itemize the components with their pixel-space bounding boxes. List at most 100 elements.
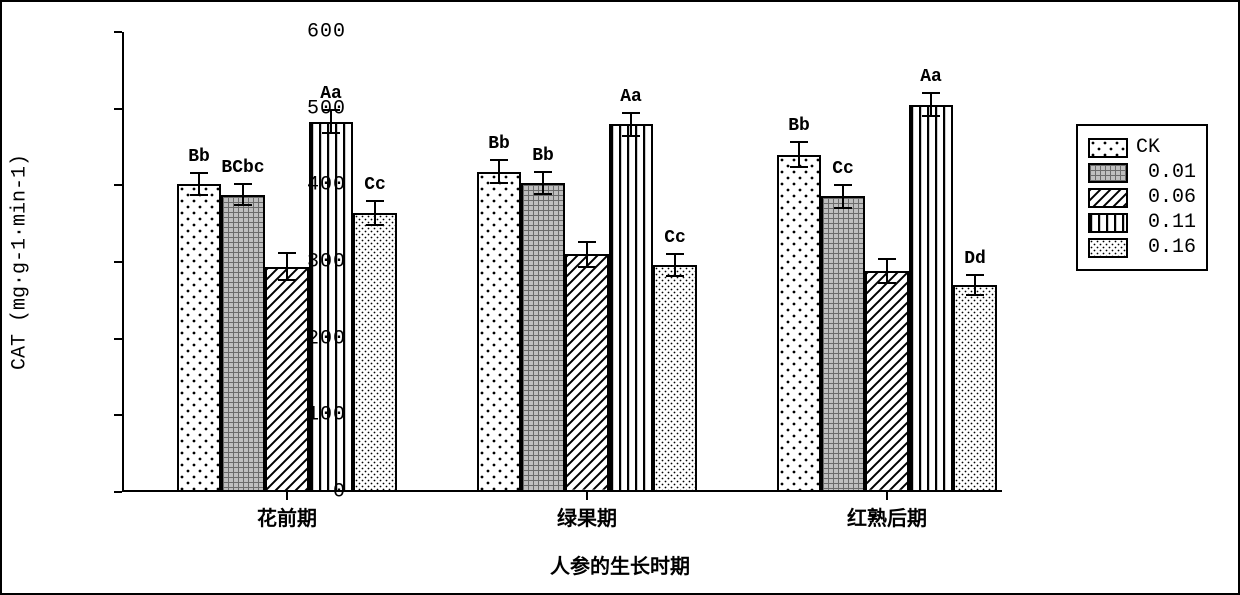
error-bar [798, 142, 800, 167]
legend-swatch [1088, 213, 1128, 233]
legend-label: 0.11 [1136, 211, 1196, 234]
error-cap [966, 274, 984, 276]
y-axis-label: CAT (mg·g-1·min-1) [9, 154, 32, 370]
error-cap [534, 193, 552, 195]
legend-swatch [1088, 138, 1128, 158]
bar [265, 267, 309, 492]
error-cap [922, 115, 940, 117]
error-cap [234, 183, 252, 185]
significance-label: Aa [601, 87, 661, 107]
legend-item: 0.01 [1088, 161, 1196, 184]
significance-label: Cc [645, 228, 705, 248]
y-tick-label: 300 [286, 251, 346, 274]
plot-area: BbBCbcAaCcBbBbAaCcBbCcAaDd [122, 32, 1002, 492]
legend-item: 0.06 [1088, 186, 1196, 209]
x-tick [886, 492, 888, 500]
x-tick [586, 492, 588, 500]
legend-label: 0.06 [1136, 186, 1196, 209]
error-cap [534, 171, 552, 173]
error-bar [374, 201, 376, 226]
bar [653, 265, 697, 492]
error-cap [490, 182, 508, 184]
y-tick [114, 184, 122, 186]
error-bar [198, 173, 200, 194]
error-cap [834, 207, 852, 209]
chart-frame: CAT (mg·g-1·min-1) BbBCbcAaCcBbBbAaCcBbC… [0, 0, 1240, 595]
error-bar [586, 242, 588, 267]
bar [477, 172, 521, 492]
y-tick-label: 600 [286, 21, 346, 44]
y-tick-label: 200 [286, 327, 346, 350]
error-cap [578, 266, 596, 268]
y-tick-label: 400 [286, 174, 346, 197]
bar [953, 285, 997, 492]
error-cap [622, 112, 640, 114]
legend-label: 0.16 [1136, 236, 1196, 259]
significance-label: Aa [901, 67, 961, 87]
legend-item: CK [1088, 136, 1196, 159]
error-cap [366, 224, 384, 226]
x-category-label: 绿果期 [487, 502, 687, 531]
error-cap [278, 279, 296, 281]
legend-swatch [1088, 163, 1128, 183]
bar [609, 124, 653, 492]
y-tick [114, 338, 122, 340]
legend-item: 0.11 [1088, 211, 1196, 234]
error-bar [542, 172, 544, 193]
x-category-label: 红熟后期 [787, 502, 987, 531]
error-cap [790, 166, 808, 168]
error-cap [834, 184, 852, 186]
error-cap [666, 253, 684, 255]
error-cap [666, 275, 684, 277]
y-tick [114, 31, 122, 33]
significance-label: Cc [813, 159, 873, 179]
y-tick-label: 500 [286, 97, 346, 120]
significance-label: Dd [945, 249, 1005, 269]
error-bar [842, 185, 844, 208]
error-bar [630, 113, 632, 136]
error-cap [366, 200, 384, 202]
error-cap [878, 282, 896, 284]
bar [177, 184, 221, 492]
legend-swatch [1088, 238, 1128, 258]
error-bar [886, 259, 888, 284]
error-cap [790, 141, 808, 143]
error-cap [966, 294, 984, 296]
error-bar [242, 184, 244, 205]
error-bar [498, 160, 500, 183]
legend-label: 0.01 [1136, 161, 1196, 184]
error-bar [974, 275, 976, 295]
significance-label: Bb [769, 116, 829, 136]
y-tick [114, 414, 122, 416]
bar [521, 183, 565, 492]
error-cap [322, 132, 340, 134]
y-tick [114, 261, 122, 263]
error-cap [922, 92, 940, 94]
bar [821, 196, 865, 492]
significance-label: BCbc [213, 158, 273, 178]
error-cap [578, 241, 596, 243]
significance-label: Cc [345, 175, 405, 195]
error-bar [674, 254, 676, 275]
y-axis [122, 32, 124, 492]
significance-label: Bb [513, 146, 573, 166]
y-tick [114, 108, 122, 110]
legend-label: CK [1136, 136, 1160, 159]
bar [909, 105, 953, 492]
x-category-label: 花前期 [187, 502, 387, 531]
error-cap [622, 135, 640, 137]
legend-item: 0.16 [1088, 236, 1196, 259]
legend: CK 0.01 0.06 0.11 0.16 [1076, 124, 1208, 271]
error-cap [490, 159, 508, 161]
y-tick-label: 100 [286, 404, 346, 427]
x-axis-label: 人参的生长时期 [2, 550, 1238, 579]
bar [353, 213, 397, 492]
y-tick [114, 491, 122, 493]
error-cap [878, 258, 896, 260]
error-cap [190, 172, 208, 174]
legend-swatch [1088, 188, 1128, 208]
bar [865, 271, 909, 492]
bar [777, 155, 821, 492]
y-tick-label: 0 [286, 481, 346, 504]
error-cap [234, 204, 252, 206]
